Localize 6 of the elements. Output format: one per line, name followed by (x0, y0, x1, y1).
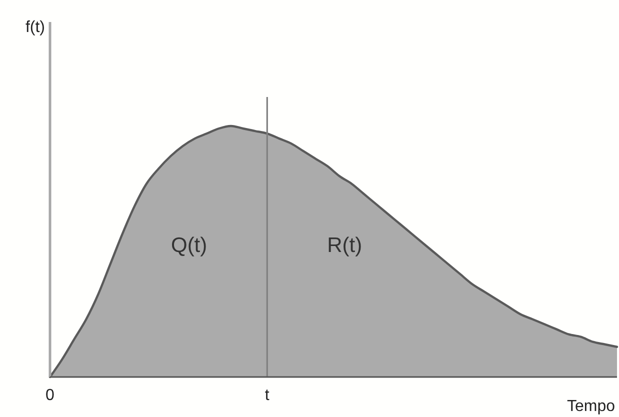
x-tick-label: t (264, 387, 270, 404)
annotation: R(t) (327, 234, 362, 257)
x-tick-label: 0 (46, 387, 55, 404)
text: f(t) (25, 19, 45, 36)
annotation: Q(t) (170, 234, 208, 257)
x-axis-title: Tempo (566, 398, 616, 415)
